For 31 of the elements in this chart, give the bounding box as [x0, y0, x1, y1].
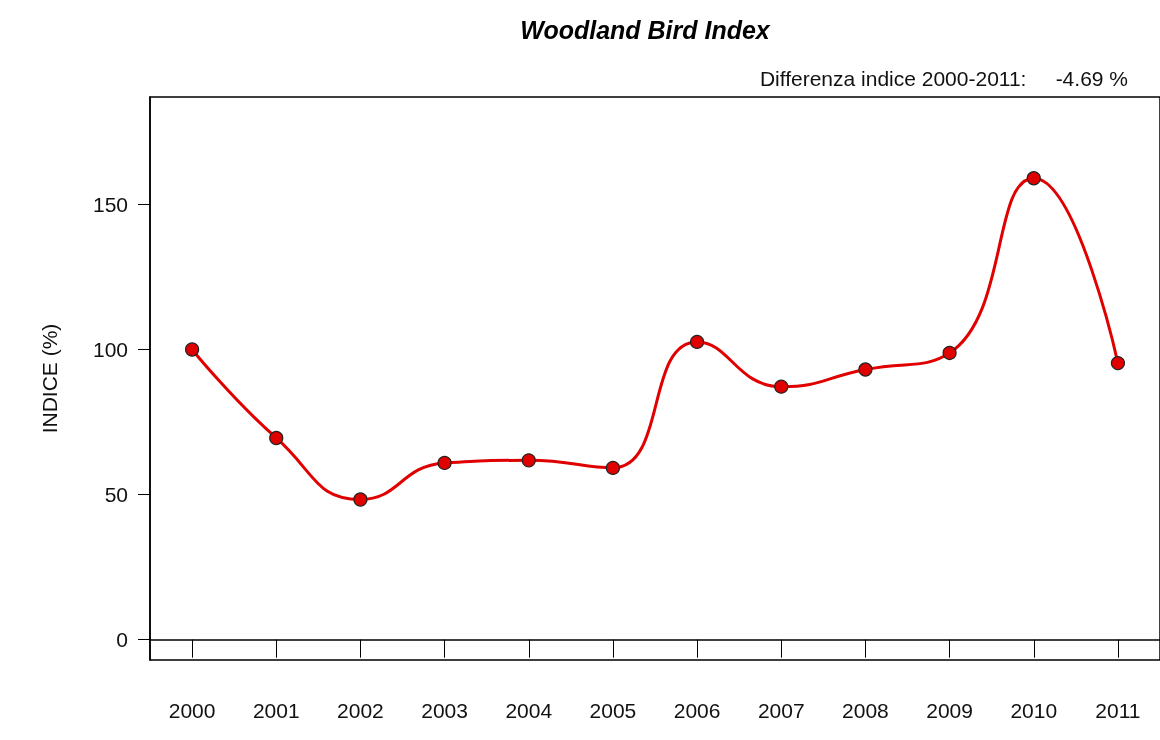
point — [1026, 171, 1041, 186]
x-tick-label: 2007 — [757, 699, 805, 722]
x-tick-label: 2001 — [252, 699, 300, 722]
y-tick-label: 150 — [92, 192, 128, 216]
point — [942, 345, 957, 361]
point — [858, 362, 873, 377]
x-tick-label: 2002 — [337, 699, 384, 722]
x-tick-label: 2006 — [673, 699, 721, 722]
point — [521, 453, 536, 468]
x-tick-label: 2003 — [421, 699, 468, 722]
point — [269, 430, 284, 446]
x-tick-label: 2010 — [1010, 699, 1058, 722]
point — [605, 460, 621, 475]
y-tick-label: 100 — [92, 337, 128, 361]
x-tick-label: 2009 — [926, 699, 973, 722]
y-tick-label: 0 — [116, 628, 128, 652]
point — [353, 492, 368, 507]
x-tick-label: 2004 — [505, 699, 553, 722]
point — [1110, 356, 1126, 371]
x-tick-label: 2000 — [168, 699, 216, 722]
point — [437, 455, 452, 471]
y-tick-label: 50 — [104, 483, 128, 507]
point — [185, 342, 200, 357]
x-tick-label: 2005 — [589, 699, 637, 722]
y-axis-title: INDICE (%) — [38, 323, 61, 434]
x-tick-label: 2011 — [1095, 699, 1141, 722]
chart-title: Woodland Bird Index — [520, 15, 771, 44]
x-tick-label: 2008 — [842, 699, 889, 722]
point — [774, 379, 789, 394]
point — [690, 334, 705, 350]
text: Differenza indice 2000-2011: -4.69 % — [759, 67, 1129, 90]
